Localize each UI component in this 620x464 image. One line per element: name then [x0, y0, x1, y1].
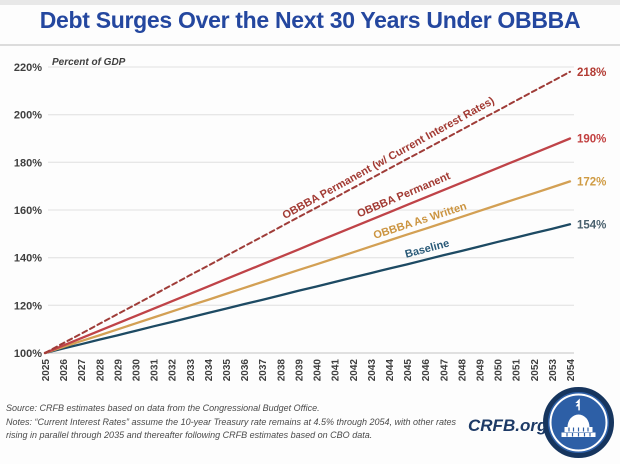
x-axis-tick-label: 2053 [548, 359, 559, 382]
x-axis-tick-label: 2028 [95, 359, 106, 382]
notes-line: Notes: “Current Interest Rates” assume t… [6, 416, 457, 427]
x-axis-tick-label: 2041 [331, 359, 342, 382]
y-axis-unit-label: Percent of GDP [52, 57, 126, 68]
series-line-2 [43, 137, 572, 355]
y-axis-tick-label: 180% [14, 157, 42, 169]
x-axis-tick-label: 2042 [349, 359, 360, 382]
x-axis-tick-label: 2027 [77, 359, 88, 382]
x-axis-tick-label: 2037 [258, 359, 269, 382]
title-divider [0, 44, 620, 46]
series-end-value-label: 154% [577, 219, 606, 231]
capitol-icon [543, 387, 614, 458]
x-axis-tick-label: 2043 [367, 359, 378, 382]
series-line-0 [43, 223, 572, 355]
x-axis-tick-label: 2026 [59, 359, 70, 382]
crfb-logo [542, 386, 615, 459]
x-axis-tick-label: 2032 [168, 359, 179, 382]
x-axis-tick-label: 2031 [150, 359, 161, 382]
x-axis-tick-label: 2048 [457, 359, 468, 382]
x-axis-tick-label: 2038 [276, 359, 287, 382]
top-border-strip [0, 0, 620, 5]
series-end-value-label: 190% [577, 134, 606, 146]
x-axis-tick-label: 2030 [132, 359, 143, 382]
x-axis-tick-label: 2036 [240, 359, 251, 382]
notes-line: rising in parallel through 2035 and ther… [6, 430, 373, 440]
y-axis-tick-label: 220% [14, 62, 42, 74]
x-axis-tick-label: 2040 [313, 359, 324, 382]
y-axis-tick-label: 200% [14, 110, 42, 122]
y-axis-tick-label: 140% [14, 253, 42, 265]
x-axis-tick-label: 2049 [475, 359, 486, 382]
x-axis-tick-label: 2025 [41, 359, 52, 382]
x-axis-tick-label: 2045 [403, 359, 414, 382]
y-axis-tick-label: 120% [14, 300, 42, 312]
x-axis-tick-label: 2033 [186, 359, 197, 382]
series-end-value-label: 218% [577, 67, 606, 79]
x-axis-tick-label: 2052 [530, 359, 541, 382]
y-axis-tick-label: 160% [14, 205, 42, 217]
page-title: Debt Surges Over the Next 30 Years Under… [39, 7, 581, 33]
x-axis-tick-label: 2034 [204, 359, 215, 382]
x-axis-tick-label: 2047 [439, 359, 450, 382]
crfb-org-label: CRFB.org [468, 416, 548, 435]
series-line-3 [44, 70, 571, 354]
series-line-1 [43, 180, 572, 355]
x-axis-tick-label: 2050 [494, 359, 505, 382]
x-axis-tick-label: 2029 [113, 359, 124, 382]
x-axis-tick-label: 2051 [512, 359, 523, 382]
source-line: Source: CRFB estimates based on data fro… [6, 403, 320, 413]
x-axis-tick-label: 2044 [385, 359, 396, 382]
y-axis-tick-label: 100% [14, 348, 42, 360]
x-axis-tick-label: 2035 [222, 359, 233, 382]
x-axis-tick-label: 2046 [421, 359, 432, 382]
x-axis-tick-label: 2039 [294, 359, 305, 382]
x-axis-tick-label: 2054 [566, 359, 577, 382]
series-end-value-label: 172% [577, 176, 606, 188]
source-notes: Source: CRFB estimates based on data fro… [6, 402, 476, 443]
